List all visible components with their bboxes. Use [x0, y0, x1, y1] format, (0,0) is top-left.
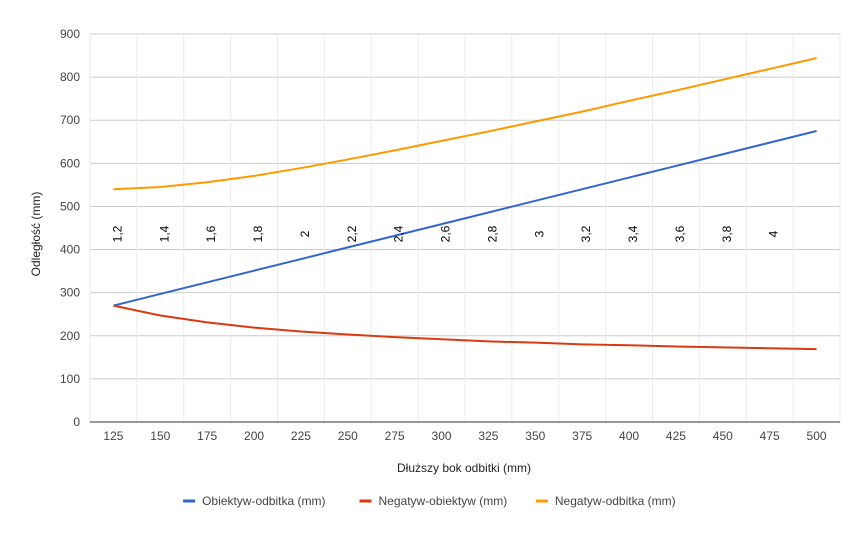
y-tick-label: 200 — [60, 329, 80, 343]
x-tick-label: 325 — [478, 429, 498, 443]
x-tick-label: 375 — [572, 429, 592, 443]
y-tick-label: 500 — [60, 199, 80, 213]
x-tick-label: 200 — [244, 429, 264, 443]
series-line-2 — [113, 304, 817, 351]
annotation-label: 2,2 — [345, 225, 359, 242]
x-tick-label: 500 — [807, 429, 827, 443]
annotation-label: 1,8 — [251, 225, 265, 242]
series-line-1 — [113, 130, 817, 307]
x-tick-label: 400 — [619, 429, 639, 443]
x-tick-label: 350 — [525, 429, 545, 443]
annotation-label: 1,4 — [157, 225, 171, 242]
series-lines — [113, 57, 817, 351]
x-tick-label: 150 — [150, 429, 170, 443]
x-tick-label: 300 — [432, 429, 452, 443]
annotation-label: 4 — [767, 230, 781, 237]
y-axis-title: Odległość (mm) — [29, 192, 43, 277]
x-tick-label: 425 — [666, 429, 686, 443]
series-line-3 — [113, 57, 817, 191]
x-tick-label: 250 — [338, 429, 358, 443]
annotation-label: 2,6 — [439, 225, 453, 242]
annotation-label: 3,8 — [720, 225, 734, 242]
magnification-annotations: 1,2 1,4 1,6 1,8 2 2,2 2,4 2,6 2,8 3 3,2 3,4 3,6 3,8 4 — [110, 225, 780, 242]
annotation-label: 2,4 — [392, 225, 406, 242]
annotation-label: 2 — [298, 230, 312, 237]
x-tick-label: 450 — [713, 429, 733, 443]
x-tick-label: 225 — [291, 429, 311, 443]
x-tick-label: 175 — [197, 429, 217, 443]
y-tick-label: 100 — [60, 372, 80, 386]
x-tick-label: 125 — [103, 429, 123, 443]
x-tick-label: 275 — [385, 429, 405, 443]
y-tick-label: 600 — [60, 156, 80, 170]
legend: Obiektyw-odbitka (mm) Negatyw-obiektyw (m… — [183, 494, 676, 508]
legend-label: Negatyw-odbitka (mm) — [555, 494, 676, 508]
annotation-label: 3 — [532, 230, 546, 237]
x-tick-label: 475 — [760, 429, 780, 443]
x-axis-title: Dłuższy bok odbitki (mm) — [397, 461, 531, 475]
annotation-label: 3,2 — [579, 225, 593, 242]
y-tick-label: 800 — [60, 70, 80, 84]
y-tick-label: 900 — [60, 27, 80, 41]
annotation-label: 3,6 — [673, 225, 687, 242]
annotation-label: 1,6 — [204, 225, 218, 242]
y-tick-label: 400 — [60, 243, 80, 257]
legend-label: Negatyw-obiektyw (mm) — [379, 494, 508, 508]
legend-label: Obiektyw-odbitka (mm) — [202, 494, 325, 508]
annotation-label: 3,4 — [626, 225, 640, 242]
y-tick-label: 700 — [60, 113, 80, 127]
axes: 0 100 200 300 400 500 600 700 800 900 125 150 175 200… — [60, 27, 840, 443]
annotation-label: 2,8 — [485, 225, 499, 242]
grid-lines — [89, 33, 841, 422]
y-tick-label: 0 — [73, 415, 80, 429]
y-tick-label: 300 — [60, 286, 80, 300]
annotation-label: 1,2 — [110, 225, 124, 242]
